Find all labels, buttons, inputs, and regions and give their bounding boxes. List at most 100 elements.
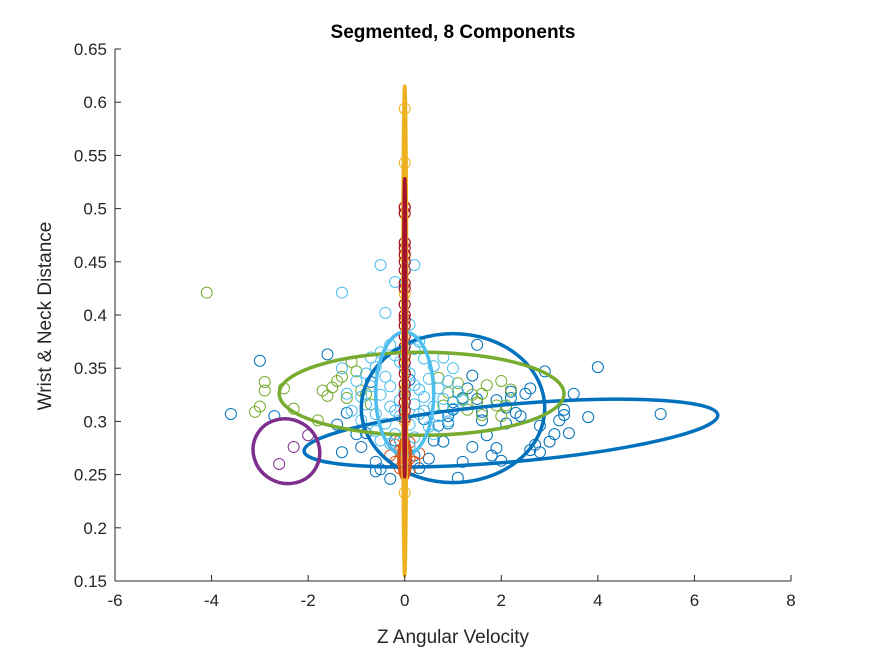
data-point — [558, 403, 571, 416]
data-point — [389, 404, 402, 417]
data-point — [253, 354, 266, 367]
data-point — [200, 286, 213, 299]
data-point — [287, 440, 300, 453]
data-point — [355, 440, 368, 453]
plot-area — [200, 84, 720, 578]
data-point — [456, 455, 469, 468]
y-tick-label: 0.25 — [74, 466, 107, 485]
data-point — [350, 365, 363, 378]
data-point — [408, 379, 421, 392]
data-point — [350, 374, 363, 387]
data-point — [548, 428, 561, 441]
data-point — [273, 457, 286, 470]
data-point — [335, 446, 348, 459]
data-point — [475, 387, 488, 400]
data-point — [567, 387, 580, 400]
data-point — [384, 400, 397, 413]
y-tick-label: 0.45 — [74, 253, 107, 272]
data-point — [654, 407, 667, 420]
data-point — [413, 383, 426, 396]
x-axis-title: Z Angular Velocity — [377, 627, 530, 648]
x-tick-label: 6 — [690, 591, 699, 610]
data-point — [408, 343, 421, 356]
component-ellipse — [277, 350, 566, 437]
y-tick-label: 0.2 — [83, 519, 107, 538]
data-point — [379, 306, 392, 319]
y-tick-label: 0.15 — [74, 572, 107, 591]
data-point — [408, 398, 421, 411]
y-tick-label: 0.3 — [83, 412, 107, 431]
data-point — [442, 374, 455, 387]
y-tick-label: 0.35 — [74, 359, 107, 378]
data-point — [326, 381, 339, 394]
data-point — [471, 338, 484, 351]
x-tick-label: 8 — [786, 591, 795, 610]
data-point — [321, 348, 334, 361]
y-tick-label: 0.6 — [83, 93, 107, 112]
y-tick-label: 0.55 — [74, 146, 107, 165]
data-point — [437, 393, 450, 406]
component-ellipse — [401, 177, 408, 479]
data-point — [335, 286, 348, 299]
data-point — [591, 361, 604, 374]
x-tick-label: 2 — [497, 591, 506, 610]
data-point — [418, 390, 431, 403]
data-point — [456, 394, 469, 407]
data-point — [422, 452, 435, 465]
x-tick-label: -2 — [301, 591, 316, 610]
data-point — [335, 362, 348, 375]
data-point — [253, 400, 266, 413]
data-point — [490, 442, 503, 454]
data-point — [258, 376, 271, 389]
data-point — [442, 415, 455, 428]
component-ellipse — [302, 397, 720, 469]
data-point — [562, 427, 575, 440]
data-point — [466, 440, 479, 453]
data-point — [335, 370, 348, 383]
data-point — [379, 370, 392, 383]
data-point — [384, 472, 397, 485]
data-point — [543, 435, 556, 448]
data-point — [524, 382, 537, 395]
data-point — [258, 384, 271, 397]
data-point — [514, 410, 527, 423]
data-point — [364, 351, 377, 364]
y-axis-title: Wrist & Neck Distance — [35, 222, 56, 411]
data-point — [533, 446, 546, 459]
x-tick-label: -4 — [204, 591, 219, 610]
data-point — [504, 383, 517, 396]
data-point — [558, 409, 571, 422]
data-point — [447, 362, 459, 375]
y-tick-label: 0.4 — [83, 306, 107, 325]
data-point — [389, 276, 402, 289]
data-point — [582, 411, 595, 424]
x-tick-label: 0 — [400, 591, 409, 610]
data-point — [408, 431, 421, 444]
data-point — [418, 404, 431, 417]
data-point — [331, 374, 344, 387]
data-point — [345, 404, 358, 417]
data-point — [466, 369, 479, 382]
data-point — [480, 379, 493, 392]
x-tick-label: 4 — [593, 591, 602, 610]
data-point — [475, 414, 488, 427]
data-point — [427, 360, 440, 373]
data-point — [495, 410, 508, 423]
data-point — [340, 391, 353, 404]
y-tick-label: 0.65 — [74, 40, 107, 59]
y-tick-label: 0.5 — [83, 200, 107, 219]
data-point — [451, 377, 464, 390]
data-point — [475, 409, 488, 422]
component-ellipse — [251, 417, 322, 486]
data-point — [384, 380, 397, 393]
data-point — [340, 387, 353, 400]
data-point — [374, 258, 387, 271]
data-point — [504, 391, 517, 404]
component-ellipse — [359, 331, 547, 485]
axes: -6 -4 -2 0 2 4 6 8 0.15 0.2 0.25 0.3 0.35 0.4 0.45 0.5 0… — [74, 40, 796, 610]
chart-title: Segmented, 8 Components — [331, 22, 576, 43]
data-point — [224, 407, 237, 420]
x-tick-label: -6 — [107, 591, 122, 610]
data-point — [374, 463, 387, 476]
